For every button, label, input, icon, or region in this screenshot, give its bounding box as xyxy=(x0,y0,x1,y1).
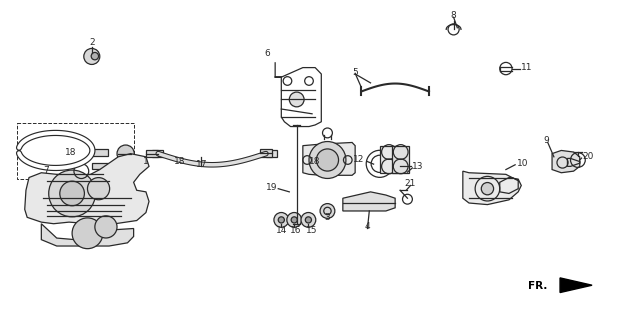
Polygon shape xyxy=(343,192,395,211)
Circle shape xyxy=(72,218,103,249)
Text: 12: 12 xyxy=(353,156,365,164)
Circle shape xyxy=(291,217,297,223)
Text: 15: 15 xyxy=(307,226,318,235)
Polygon shape xyxy=(380,146,398,173)
Circle shape xyxy=(84,48,99,64)
Text: 17: 17 xyxy=(195,160,207,169)
Circle shape xyxy=(88,178,109,200)
Bar xyxy=(152,150,163,157)
Circle shape xyxy=(274,212,289,227)
Text: 8: 8 xyxy=(451,11,457,20)
Bar xyxy=(118,150,130,157)
Text: 9: 9 xyxy=(543,136,549,145)
Bar xyxy=(93,149,108,156)
Text: 3: 3 xyxy=(324,213,331,222)
Circle shape xyxy=(301,212,316,227)
Polygon shape xyxy=(463,171,522,204)
Text: 7: 7 xyxy=(43,166,49,175)
Bar xyxy=(93,163,108,169)
Text: 2: 2 xyxy=(89,38,95,47)
Circle shape xyxy=(278,217,284,223)
Text: 16: 16 xyxy=(290,226,301,235)
Text: 18: 18 xyxy=(310,157,321,166)
Polygon shape xyxy=(41,224,133,246)
Text: FR.: FR. xyxy=(528,281,548,291)
Text: 13: 13 xyxy=(412,162,424,171)
Circle shape xyxy=(316,149,339,171)
Circle shape xyxy=(305,217,311,223)
Circle shape xyxy=(117,145,134,162)
Text: 5: 5 xyxy=(352,68,358,77)
Polygon shape xyxy=(552,150,580,173)
Text: 18: 18 xyxy=(174,157,185,166)
Circle shape xyxy=(309,141,346,179)
Text: 21: 21 xyxy=(405,180,416,188)
Text: 1: 1 xyxy=(143,157,149,166)
Text: 10: 10 xyxy=(517,159,528,168)
Polygon shape xyxy=(392,146,409,173)
Polygon shape xyxy=(303,142,355,175)
Text: 11: 11 xyxy=(522,63,533,72)
Circle shape xyxy=(49,170,96,217)
Circle shape xyxy=(60,181,85,206)
Circle shape xyxy=(287,212,302,227)
Bar xyxy=(260,149,272,157)
Polygon shape xyxy=(25,154,149,224)
Text: 20: 20 xyxy=(583,152,594,161)
Circle shape xyxy=(95,216,117,238)
Circle shape xyxy=(481,182,494,195)
Text: 19: 19 xyxy=(266,183,277,192)
Circle shape xyxy=(320,204,335,218)
Text: 14: 14 xyxy=(276,226,287,235)
Text: 6: 6 xyxy=(265,49,270,58)
Circle shape xyxy=(289,92,304,107)
Circle shape xyxy=(91,52,98,60)
Bar xyxy=(146,150,158,157)
Bar xyxy=(266,150,277,157)
Text: 18: 18 xyxy=(65,148,77,156)
Bar xyxy=(17,123,133,179)
Polygon shape xyxy=(560,278,592,292)
Text: 4: 4 xyxy=(365,222,370,231)
